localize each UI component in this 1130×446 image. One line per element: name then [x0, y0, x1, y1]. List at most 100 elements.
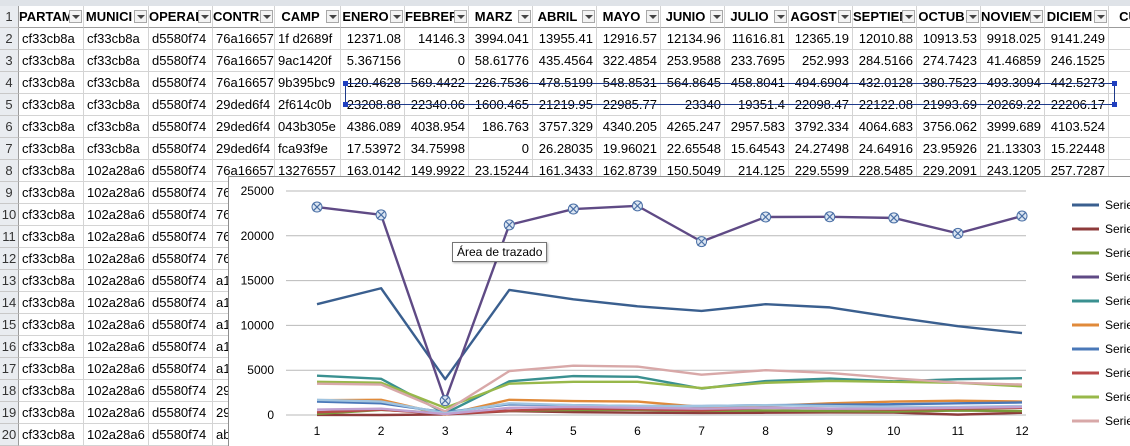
cell[interactable]: 3994.041 [469, 28, 533, 50]
cell[interactable]: 76a16657 [213, 50, 275, 72]
cell[interactable]: cf33cb8a [19, 116, 84, 138]
cell[interactable]: 14146.3 [405, 28, 469, 50]
column-header[interactable]: DICIEM [1045, 6, 1109, 28]
row-number[interactable]: 16 [0, 336, 19, 358]
column-header[interactable]: MARZ [469, 6, 533, 28]
row-number[interactable]: 20 [0, 424, 19, 446]
cell[interactable]: 4103.524 [1045, 116, 1109, 138]
cell[interactable]: cf33cb8a [84, 50, 149, 72]
selection-handle[interactable] [343, 102, 348, 107]
column-header[interactable]: JUNIO [661, 6, 725, 28]
cell[interactable]: d5580f74 [149, 204, 213, 226]
row-number[interactable]: 10 [0, 204, 19, 226]
cell[interactable]: 102a28a6 [84, 358, 149, 380]
cell[interactable]: cf33cb8a [19, 226, 84, 248]
cell[interactable]: d5580f74 [149, 50, 213, 72]
cell[interactable] [1109, 116, 1130, 138]
filter-dropdown-icon[interactable] [198, 10, 211, 23]
cell[interactable]: 12371.08 [341, 28, 405, 50]
cell[interactable]: d5580f74 [149, 336, 213, 358]
cell[interactable]: d5580f74 [149, 402, 213, 424]
cell[interactable]: 15.64543 [725, 138, 789, 160]
cell[interactable]: cf33cb8a [19, 50, 84, 72]
cell[interactable] [1109, 72, 1130, 94]
row-number[interactable]: 1 [0, 6, 19, 28]
cell[interactable]: 102a28a6 [84, 402, 149, 424]
cell[interactable]: 5.367156 [341, 50, 405, 72]
filter-dropdown-icon[interactable] [518, 10, 531, 23]
cell[interactable]: 58.61776 [469, 50, 533, 72]
cell[interactable]: 4064.683 [853, 116, 917, 138]
filter-dropdown-icon[interactable] [1030, 10, 1043, 23]
cell[interactable]: 12365.19 [789, 28, 853, 50]
cell[interactable]: 41.46859 [981, 50, 1045, 72]
selection-handle[interactable] [1112, 81, 1117, 86]
column-header[interactable]: OPERAD [149, 6, 213, 28]
cell[interactable]: 2f614c0b [275, 94, 341, 116]
cell[interactable]: 34.75998 [405, 138, 469, 160]
cell[interactable]: 4340.205 [597, 116, 661, 138]
cell[interactable]: cf33cb8a [19, 424, 84, 446]
cell[interactable]: 9ac1420f [275, 50, 341, 72]
row-number[interactable]: 9 [0, 182, 19, 204]
row-number[interactable]: 12 [0, 248, 19, 270]
cell[interactable]: cf33cb8a [19, 314, 84, 336]
row-number[interactable]: 14 [0, 292, 19, 314]
cell[interactable]: d5580f74 [149, 270, 213, 292]
cell[interactable]: 253.9588 [661, 50, 725, 72]
cell[interactable]: d5580f74 [149, 358, 213, 380]
cell[interactable]: 29ded6f4 [213, 138, 275, 160]
column-header[interactable]: ENERO [341, 6, 405, 28]
cell[interactable]: d5580f74 [149, 72, 213, 94]
cell[interactable] [1109, 138, 1130, 160]
cell[interactable]: 9b395bc9 [275, 72, 341, 94]
row-number[interactable]: 6 [0, 116, 19, 138]
cell[interactable]: 102a28a6 [84, 248, 149, 270]
cell[interactable]: 3999.689 [981, 116, 1045, 138]
cell[interactable]: d5580f74 [149, 226, 213, 248]
cell[interactable]: cf33cb8a [84, 116, 149, 138]
cell[interactable]: 24.27498 [789, 138, 853, 160]
cell[interactable]: fca93f9e [275, 138, 341, 160]
cell[interactable]: 0 [469, 138, 533, 160]
filter-dropdown-icon[interactable] [134, 10, 147, 23]
row-number[interactable]: 18 [0, 380, 19, 402]
cell[interactable]: 2957.583 [725, 116, 789, 138]
cell[interactable]: d5580f74 [149, 182, 213, 204]
filter-dropdown-icon[interactable] [838, 10, 851, 23]
cell[interactable]: 21.13303 [981, 138, 1045, 160]
cell[interactable]: 12134.96 [661, 28, 725, 50]
cell[interactable]: d5580f74 [149, 28, 213, 50]
cell[interactable]: 23.95926 [917, 138, 981, 160]
column-header[interactable]: OCTUB [917, 6, 981, 28]
cell[interactable]: 102a28a6 [84, 226, 149, 248]
filter-dropdown-icon[interactable] [646, 10, 659, 23]
filter-dropdown-icon[interactable] [582, 10, 595, 23]
cell[interactable]: 284.5166 [853, 50, 917, 72]
cell[interactable]: 102a28a6 [84, 204, 149, 226]
column-header[interactable]: MUNICI [84, 6, 149, 28]
cell[interactable]: d5580f74 [149, 94, 213, 116]
cell[interactable]: 186.763 [469, 116, 533, 138]
cell[interactable]: 0 [405, 50, 469, 72]
cell[interactable]: 043b305e [275, 116, 341, 138]
column-header[interactable]: PARTAM [19, 6, 84, 28]
column-header[interactable]: SEPTIEM [853, 6, 917, 28]
cell[interactable]: 233.7695 [725, 50, 789, 72]
column-header[interactable]: CU [1109, 6, 1130, 28]
cell[interactable]: 26.28035 [533, 138, 597, 160]
cell[interactable]: 13955.41 [533, 28, 597, 50]
cell[interactable]: cf33cb8a [84, 28, 149, 50]
cell[interactable]: cf33cb8a [19, 336, 84, 358]
cell[interactable]: 102a28a6 [84, 314, 149, 336]
filter-dropdown-icon[interactable] [326, 10, 339, 23]
cell[interactable]: cf33cb8a [84, 72, 149, 94]
cell[interactable]: 29ded6f4 [213, 116, 275, 138]
column-header[interactable]: CAMP [275, 6, 341, 28]
cell[interactable]: 246.1525 [1045, 50, 1109, 72]
cell[interactable]: d5580f74 [149, 380, 213, 402]
cell[interactable]: cf33cb8a [19, 72, 84, 94]
cell[interactable]: 322.4854 [597, 50, 661, 72]
filter-dropdown-icon[interactable] [710, 10, 723, 23]
column-header[interactable]: AGOST [789, 6, 853, 28]
